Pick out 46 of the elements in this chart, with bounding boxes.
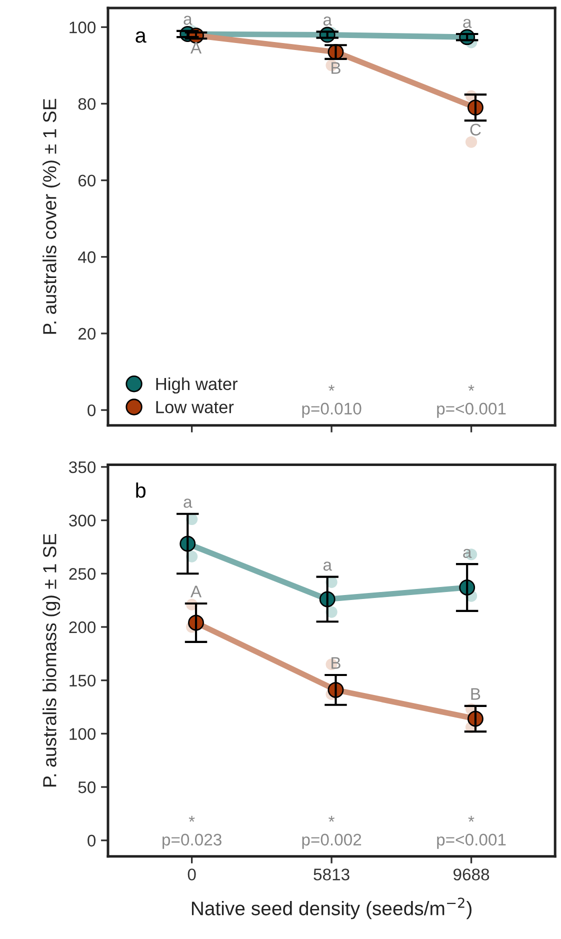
annotation: * xyxy=(188,816,195,822)
annotation: B xyxy=(332,657,340,669)
legend-label: High water xyxy=(156,377,238,394)
x-tick-label: 0 xyxy=(188,868,196,880)
x-axis-title: Native seed density (seeds/m$^{−2}$) xyxy=(192,898,472,920)
y-tick-label: 0 xyxy=(88,834,96,847)
annotation: p=0.010 xyxy=(302,402,362,418)
x-tick-label: 9688 xyxy=(454,868,490,880)
y-tick-label: 40 xyxy=(78,251,96,264)
annotation: a xyxy=(184,16,192,25)
y-tick-label: 100 xyxy=(70,22,96,34)
annotation: p=<0.001 xyxy=(437,402,506,418)
annotation: * xyxy=(468,384,474,391)
y-tick-label: 200 xyxy=(69,621,96,634)
y-tick-label: 0 xyxy=(88,404,96,416)
x-tick-label: 5813 xyxy=(314,868,350,880)
y-tick-label: 20 xyxy=(78,328,96,340)
y-tick-label: 300 xyxy=(69,514,96,526)
annotation: A xyxy=(190,42,202,54)
y-tick-label: 100 xyxy=(70,728,96,740)
y-tick-label: 80 xyxy=(78,98,96,110)
annotation: * xyxy=(468,816,474,822)
y-tick-label: 250 xyxy=(69,568,96,580)
annotation: a xyxy=(463,548,472,558)
annotation: * xyxy=(328,384,335,391)
annotation: a xyxy=(184,498,192,508)
y-axis-title: P. australis biomass (g) ± 1 SE xyxy=(42,534,60,786)
annotation: p=<0.001 xyxy=(437,834,506,849)
annotation: B xyxy=(332,62,340,74)
annotation: p=0.023 xyxy=(162,834,222,849)
annotation: C xyxy=(470,124,481,136)
y-tick-label: 50 xyxy=(78,781,96,794)
annotation: b xyxy=(136,482,146,498)
annotation: a xyxy=(136,31,146,43)
annotation: B xyxy=(471,688,480,700)
annotation: p=0.002 xyxy=(302,834,362,849)
y-tick-label: 60 xyxy=(78,174,96,186)
annotation: a xyxy=(323,16,332,26)
y-tick-label: 150 xyxy=(70,674,96,687)
annotation: A xyxy=(190,586,202,598)
legend-label: Low water xyxy=(156,401,234,414)
annotation: a xyxy=(463,18,472,28)
y-axis-title: P. australis cover (%) ± 1 SE xyxy=(42,98,60,334)
annotation: a xyxy=(323,562,332,571)
y-tick-label: 350 xyxy=(69,461,96,474)
annotation: * xyxy=(328,816,335,822)
